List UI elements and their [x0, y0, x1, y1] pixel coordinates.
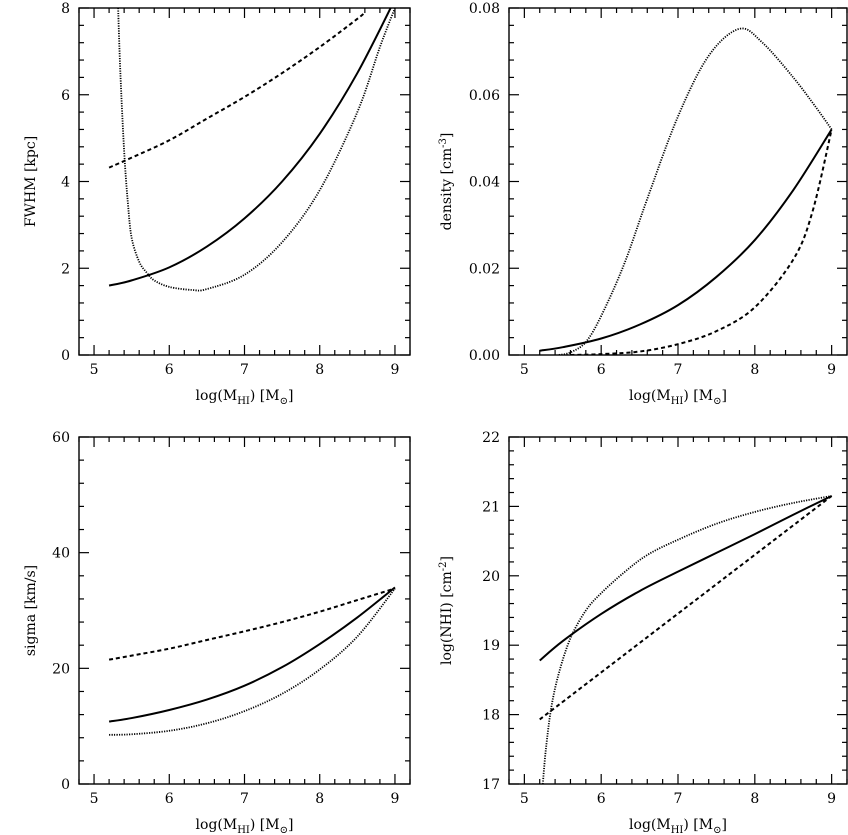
y-tick-label: 0.04	[469, 175, 500, 191]
series-line-dashed	[539, 495, 833, 721]
x-axis-label: log(MHI) [M⊙]	[196, 388, 294, 407]
series-line-dotted	[117, 8, 396, 292]
series-line-dashed	[570, 129, 833, 355]
x-tick-label: 7	[240, 362, 249, 378]
x-tick-label: 8	[315, 791, 324, 807]
y-axis-label: FWHM [kpc]	[23, 136, 39, 227]
series-line-dashed	[108, 587, 396, 661]
y-tick-label: 21	[482, 499, 500, 515]
y-axis-label: log(NHI) [cm-2]	[438, 556, 455, 665]
x-tick-label: 6	[597, 362, 606, 378]
series-line-solid	[539, 495, 833, 662]
panel-fwhm: 5 6 7 8 9 0 2 4 6 8 log(MHI) [M⊙] FWHM [kpc]	[23, 1, 411, 407]
series-line-solid	[539, 128, 833, 352]
y-tick-label: 20	[52, 661, 70, 677]
y-tick-label: 0	[61, 777, 70, 793]
y-tick-label: 40	[52, 546, 70, 562]
x-axis-label: log(MHI) [M⊙]	[629, 817, 727, 835]
y-tick-label: 0.02	[469, 261, 500, 277]
series-line-dashed	[108, 11, 366, 169]
panel-sigma: 5 6 7 8 9 0 20 40 60 log(MHI) [M⊙] sigma [km/s]	[23, 430, 411, 835]
y-axis-label: sigma [km/s]	[23, 565, 39, 656]
y-tick-label: 0	[61, 348, 70, 364]
x-tick-label: 6	[165, 791, 174, 807]
panel-density: 5 6 7 8 9 0.00 0.02 0.04 0.06 0.08 log(MHI) [M⊙] de…	[438, 1, 848, 407]
series-line-solid	[108, 586, 396, 723]
y-tick-label: 2	[61, 261, 70, 277]
x-tick-label: 5	[90, 791, 99, 807]
x-tick-label: 6	[597, 791, 606, 807]
plot-frame	[78, 7, 411, 356]
series-line-solid	[108, 8, 392, 287]
y-tick-label: 6	[61, 88, 70, 104]
plot-frame	[78, 436, 411, 785]
x-tick-label: 7	[674, 362, 683, 378]
x-tick-label: 9	[827, 362, 836, 378]
y-tick-label: 0.08	[469, 1, 500, 17]
x-tick-label: 8	[750, 791, 759, 807]
x-tick-label: 9	[390, 362, 399, 378]
y-tick-label: 20	[482, 569, 500, 585]
plot-frame	[508, 436, 848, 785]
y-tick-label: 8	[61, 1, 70, 17]
y-tick-label: 22	[482, 430, 500, 446]
y-tick-label: 19	[482, 638, 500, 654]
y-tick-label: 0.06	[469, 88, 500, 104]
series-line-dotted	[558, 27, 833, 355]
panel-nhi: 5 6 7 8 9 17 18 19 20 21 22 log(MHI) [M⊙] log(NHI) […	[438, 430, 848, 835]
x-axis-label: log(MHI) [M⊙]	[629, 388, 727, 407]
x-tick-label: 7	[674, 791, 683, 807]
x-tick-label: 6	[165, 362, 174, 378]
series-line-dotted	[541, 495, 832, 784]
x-axis-label: log(MHI) [M⊙]	[196, 817, 294, 835]
x-tick-label: 7	[240, 791, 249, 807]
x-tick-label: 8	[315, 362, 324, 378]
y-axis-label: density [cm-3]	[438, 133, 455, 231]
x-tick-label: 9	[827, 791, 836, 807]
x-tick-label: 5	[520, 362, 529, 378]
x-tick-label: 5	[90, 362, 99, 378]
x-tick-label: 5	[520, 791, 529, 807]
plot-frame	[508, 7, 848, 356]
y-tick-label: 18	[482, 708, 500, 724]
series-line-dotted	[109, 587, 396, 736]
y-tick-label: 60	[52, 430, 70, 446]
y-tick-label: 17	[482, 777, 500, 793]
x-tick-label: 8	[750, 362, 759, 378]
y-tick-label: 0.00	[469, 348, 500, 364]
x-tick-label: 9	[390, 791, 399, 807]
y-tick-label: 4	[61, 175, 70, 191]
